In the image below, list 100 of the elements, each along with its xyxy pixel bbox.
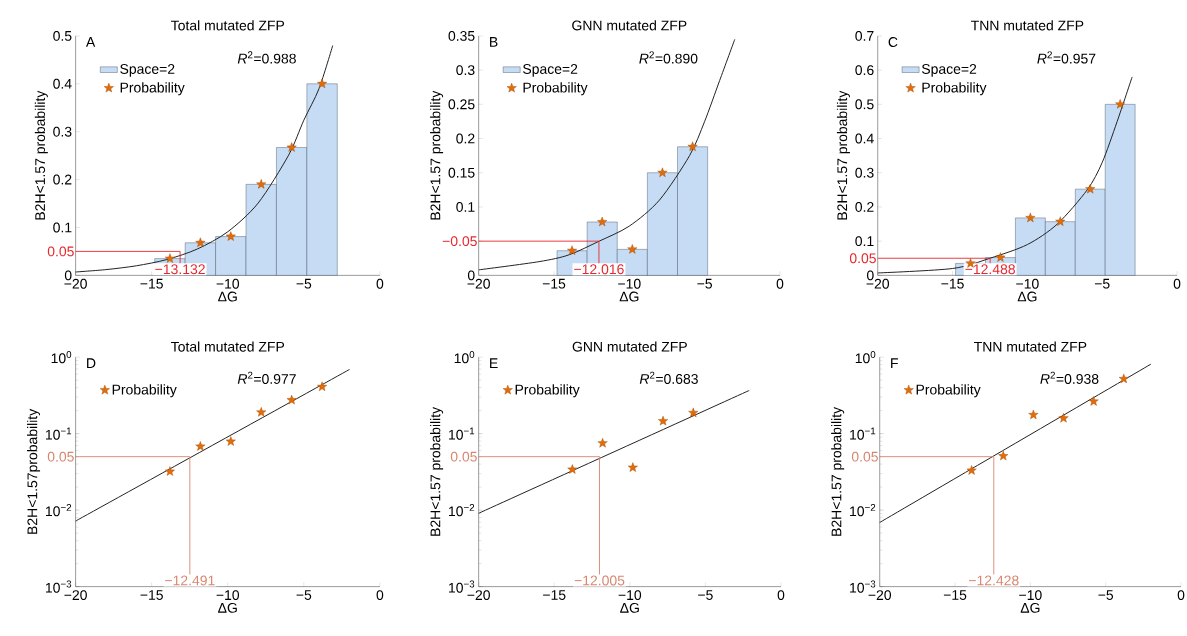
annotation: D xyxy=(87,358,96,369)
y-tick-label: 0.2 xyxy=(456,133,475,144)
x-axis-title: ΔG xyxy=(1017,291,1037,302)
y-tick-label: 10$^{0}$ xyxy=(855,351,876,364)
x-tick-label: 0 xyxy=(776,279,784,290)
x-tick-label: 0 xyxy=(376,590,384,601)
ref-line-label: −0.05 xyxy=(442,236,477,247)
x-axis-title: ΔG xyxy=(1020,603,1040,614)
y-tick-label: 10$^{−3}$ xyxy=(45,580,72,593)
legend-label: Space=2 xyxy=(523,64,578,77)
ref-line-label: 0.05 xyxy=(849,253,876,264)
annotation: R$^{2}$=0.977 xyxy=(237,371,296,385)
y-tick-label: 10$^{−3}$ xyxy=(850,580,876,593)
annotation: R$^{2}$=0.938 xyxy=(1040,371,1099,385)
x-axis-title: ΔG xyxy=(218,603,237,614)
annotation: R$^{2}$=0.957 xyxy=(1037,51,1096,64)
ref-line-label: −12.491 xyxy=(165,575,215,586)
y-tick-label: 0.5 xyxy=(53,31,72,42)
chart-title: GNN mutated ZFP xyxy=(572,341,687,352)
x-tick-label: −5 xyxy=(1098,590,1114,601)
y-tick-label: 0.7 xyxy=(855,31,874,42)
legend-label: Probability xyxy=(523,82,588,96)
annotation: F xyxy=(891,358,898,369)
y-axis-title: B2H<1.57 probability xyxy=(430,90,444,220)
y-tick-label: 0.1 xyxy=(456,202,475,213)
legend-label: Space=2 xyxy=(921,64,977,77)
y-tick-label: 0.1 xyxy=(53,222,72,233)
annotation: A xyxy=(85,37,96,47)
x-tick-label: 0 xyxy=(1173,279,1181,290)
x-tick-label: −10 xyxy=(618,279,641,290)
x-tick-label: −20 xyxy=(866,279,890,290)
y-tick-label: 0.15 xyxy=(448,168,475,178)
ref-line-label: 0.05 xyxy=(450,451,477,462)
ref-line-label: −12.005 xyxy=(574,575,625,586)
x-tick-label: 0 xyxy=(777,590,785,601)
chart-title: TNN mutated ZFP xyxy=(971,20,1084,31)
ref-line-label: 0.05 xyxy=(47,451,74,462)
chart-title: Total mutated ZFP xyxy=(171,341,285,352)
y-tick-label: 0.3 xyxy=(855,168,874,178)
y-tick-label: 10$^{−2}$ xyxy=(449,504,475,517)
x-axis-title: ΔG xyxy=(619,291,639,302)
y-tick-label: 10$^{−2}$ xyxy=(850,504,876,517)
y-tick-label: 0.3 xyxy=(53,126,72,137)
y-tick-label: 0.4 xyxy=(53,79,72,89)
x-tick-label: −10 xyxy=(216,279,240,290)
x-tick-label: −15 xyxy=(542,279,566,289)
y-axis-title: B2H<1.57 probability xyxy=(831,407,845,537)
legend-label: Probability xyxy=(112,384,177,398)
y-tick-label: 10$^{0}$ xyxy=(454,351,475,364)
y-tick-label: 10$^{−1}$ xyxy=(45,427,72,440)
x-tick-label: −10 xyxy=(1019,590,1042,601)
x-tick-label: −5 xyxy=(1094,279,1110,289)
y-axis-title: B2H<1.57probability xyxy=(27,409,41,535)
x-tick-label: −20 xyxy=(467,279,490,290)
x-tick-label: −20 xyxy=(467,590,490,601)
x-tick-label: −5 xyxy=(698,590,713,601)
annotation: R$^{2}$=0.683 xyxy=(639,371,698,385)
x-tick-label: −20 xyxy=(64,590,87,601)
legend-label: Space=2 xyxy=(120,64,175,77)
y-tick-label: 0.3 xyxy=(456,65,475,76)
x-tick-label: −10 xyxy=(618,590,642,601)
ref-line-label: 0.05 xyxy=(47,246,74,257)
annotation: E xyxy=(490,358,498,369)
x-tick-label: −20 xyxy=(868,590,892,601)
x-tick-label: 0 xyxy=(1177,590,1185,601)
y-tick-label: 0.2 xyxy=(855,202,874,213)
annotation: R$^{2}$=0.988 xyxy=(237,51,296,64)
x-tick-label: −15 xyxy=(140,590,163,601)
chart-title: Total mutated ZFP xyxy=(171,20,285,31)
x-tick-label: −15 xyxy=(943,590,967,601)
chart-title: GNN mutated ZFP xyxy=(572,20,687,31)
x-tick-label: −15 xyxy=(941,279,964,289)
x-tick-label: −5 xyxy=(697,279,713,289)
x-tick-label: −10 xyxy=(1016,279,1039,290)
y-tick-label: 0.6 xyxy=(855,65,874,76)
y-tick-label: 10$^{0}$ xyxy=(51,351,72,364)
y-axis-title: B2H<1.57 probability xyxy=(34,90,48,220)
y-tick-label: 0.35 xyxy=(448,31,475,42)
chart-title: TNN mutated ZFP xyxy=(974,341,1087,352)
x-tick-label: −20 xyxy=(64,279,87,290)
y-tick-label: 10$^{−1}$ xyxy=(850,427,876,440)
ref-line-label: −12.016 xyxy=(574,264,624,275)
ref-line-label: −12.428 xyxy=(969,575,1019,586)
y-tick-label: 10$^{−3}$ xyxy=(449,580,475,593)
annotation: R$^{2}$=0.890 xyxy=(639,51,698,64)
annotation: C xyxy=(888,37,898,48)
y-axis-title: B2H<1.57 probability xyxy=(430,407,444,537)
x-tick-label: −5 xyxy=(296,279,312,289)
ref-line-label: −12.488 xyxy=(965,264,1015,275)
legend-label: Probability xyxy=(916,384,981,398)
legend-label: Probability xyxy=(120,82,185,96)
x-tick-label: −5 xyxy=(296,590,312,601)
y-tick-label: 0.1 xyxy=(855,236,874,247)
y-tick-label: 10$^{−2}$ xyxy=(45,504,72,517)
y-tick-label: 0.25 xyxy=(448,99,475,110)
annotation: B xyxy=(490,37,498,47)
x-tick-label: −15 xyxy=(140,279,163,289)
x-tick-label: −10 xyxy=(216,590,240,601)
ref-line-label: −13.132 xyxy=(155,264,205,275)
legend-label: Probability xyxy=(515,384,580,398)
